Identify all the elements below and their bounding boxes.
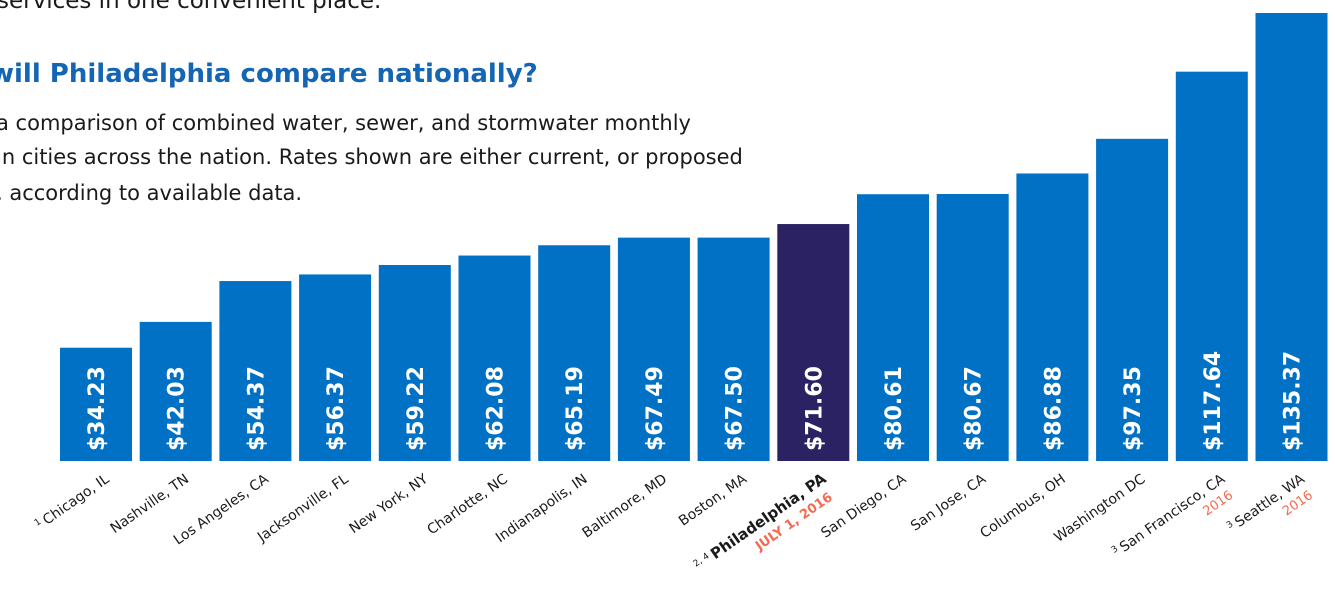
bar-value-label: $135.37: [1281, 351, 1306, 451]
category-name: Boston, MA: [676, 471, 750, 530]
bar-value-label: $80.67: [962, 366, 987, 451]
bar-value-label: $67.50: [723, 366, 748, 451]
category-label: Charlotte, NC: [424, 471, 511, 538]
bar-value-label: $67.49: [643, 366, 668, 451]
bar-value-label: $54.37: [244, 366, 269, 451]
bar-nashville-tn: [139, 321, 212, 461]
category-label: San Jose, CA: [908, 471, 989, 535]
category-name: New York, NY: [347, 471, 432, 537]
bar-value-label: $71.60: [802, 366, 827, 451]
bar-value-label: $62.08: [484, 366, 509, 451]
category-label: Baltimore, MD: [580, 471, 671, 541]
category-name: San Jose, CA: [908, 471, 989, 535]
intro-top-line: services in one convenient place.: [0, 0, 382, 14]
category-name: Charlotte, NC: [424, 471, 511, 538]
bar-value-label: $42.03: [165, 366, 190, 451]
category-label: 1Chicago, IL: [33, 471, 113, 533]
bar-seattle-wa: [1255, 13, 1328, 461]
category-label: Nashville, TN: [108, 471, 192, 537]
bar-value-label: $117.64: [1201, 351, 1226, 451]
section-heading: will Philadelphia compare nationally?: [0, 59, 538, 89]
intro-text-line-2: in cities across the nation. Rates shown…: [0, 145, 743, 169]
bar-value-label: $80.61: [882, 366, 907, 451]
category-label: San Diego, CA: [818, 471, 909, 542]
bar-charlotte-nc: [458, 255, 531, 461]
bar-value-label: $65.19: [563, 366, 588, 451]
category-label: New York, NY: [347, 471, 432, 537]
footnote-marker: 1: [33, 517, 43, 528]
bar-columbus-oh: [1016, 173, 1089, 461]
category-label: Boston, MA: [676, 471, 750, 530]
category-name: Chicago, IL: [40, 471, 112, 528]
bar-boston-ma: [697, 237, 770, 461]
bar-washington-dc: [1096, 138, 1169, 461]
intro-text-line-3: , according to available data.: [0, 181, 303, 205]
category-label: 2, 4Philadelphia, PA: [691, 469, 830, 574]
category-name: Nashville, TN: [108, 471, 192, 537]
bar-san-francisco-ca: [1175, 71, 1248, 461]
intro-text-line-1: a comparison of combined water, sewer, a…: [0, 111, 691, 135]
bar-value-label: $86.88: [1041, 366, 1066, 451]
bar-baltimore-md: [617, 237, 690, 461]
bar-indianapolis-in: [538, 245, 611, 461]
bar-new-york-ny: [378, 265, 451, 461]
bar-chicago-il: [60, 347, 132, 461]
footnote-marker: 2, 4: [692, 551, 712, 569]
bar-philadelphia-pa: [777, 224, 850, 461]
bar-san-jose-ca: [936, 194, 1009, 462]
footnote-marker: 3: [1225, 519, 1235, 530]
bar-jacksonville-fl: [299, 274, 372, 461]
category-name: San Diego, CA: [818, 471, 909, 542]
bar-value-label: $59.22: [404, 366, 429, 451]
category-name: Baltimore, MD: [580, 471, 671, 541]
footnote-marker: 3: [1110, 544, 1120, 555]
bar-value-label: $34.23: [85, 366, 110, 451]
bar-san-diego-ca: [857, 194, 929, 461]
bar-value-label: $56.37: [324, 366, 349, 451]
bar-value-label: $97.35: [1121, 366, 1146, 451]
bar-los-angeles-ca: [219, 281, 292, 461]
